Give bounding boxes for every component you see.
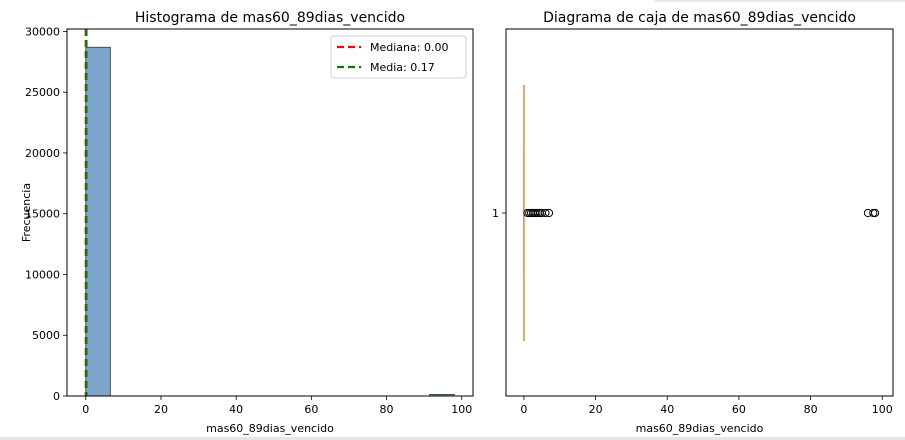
histogram-x-tick-label-20: 20 xyxy=(154,403,168,416)
histogram-y-tick-label-0: 0 xyxy=(53,390,60,403)
boxplot-outlier-13 xyxy=(870,208,880,218)
histogram-y-tick-label-30000: 30000 xyxy=(25,25,60,38)
legend-label-1: Media: 0.17 xyxy=(370,61,435,74)
boxplot-title: Diagrama de caja de mas60_89dias_vencido xyxy=(543,10,856,26)
histogram-y-tick-label-20000: 20000 xyxy=(25,147,60,160)
histogram-x-axis-label: mas60_89dias_vencido xyxy=(206,422,334,435)
boxplot-outlier-10 xyxy=(544,208,554,218)
boxplot-x-axis-label: mas60_89dias_vencido xyxy=(636,422,764,435)
histogram-x-tick-label-40: 40 xyxy=(229,403,243,416)
boxplot-x-tick-label-40: 40 xyxy=(660,403,674,416)
histogram-y-tick-label-5000: 5000 xyxy=(32,329,60,342)
boxplot-x-tick-label-0: 0 xyxy=(520,403,527,416)
boxplot-axes-frame xyxy=(505,28,894,397)
legend-box xyxy=(330,35,467,79)
boxplot-outlier-9 xyxy=(541,208,550,218)
histogram-y-tick-label-25000: 25000 xyxy=(25,86,60,99)
histogram-x-tick-label-80: 80 xyxy=(380,403,394,416)
boxplot-x-tick-label-20: 20 xyxy=(589,403,603,416)
histogram-x-tick-label-100: 100 xyxy=(451,403,472,416)
boxplot-x-tick-label-60: 60 xyxy=(732,403,746,416)
histogram-bar-0 xyxy=(85,46,111,397)
boxplot-y-tick-label: 1 xyxy=(492,207,499,220)
histogram-y-tick-label-10000: 10000 xyxy=(25,268,60,281)
boxplot-x-tick-label-80: 80 xyxy=(804,403,818,416)
histogram-y-axis-label: Frecuencia xyxy=(20,183,33,242)
legend-label-0: Mediana: 0.00 xyxy=(370,41,448,54)
histogram-x-tick-label-60: 60 xyxy=(304,403,318,416)
window-top-edge xyxy=(655,0,905,2)
histogram-y-tick-label-15000: 15000 xyxy=(25,208,60,221)
window-bottom-edge xyxy=(0,437,905,440)
boxplot-x-tick-label-100: 100 xyxy=(872,403,893,416)
histogram-x-tick-label-0: 0 xyxy=(82,403,89,416)
histogram-title: Histograma de mas60_89dias_vencido xyxy=(135,10,405,26)
histogram-axes-frame xyxy=(66,28,474,397)
boxplot-outlier-12 xyxy=(869,208,878,218)
